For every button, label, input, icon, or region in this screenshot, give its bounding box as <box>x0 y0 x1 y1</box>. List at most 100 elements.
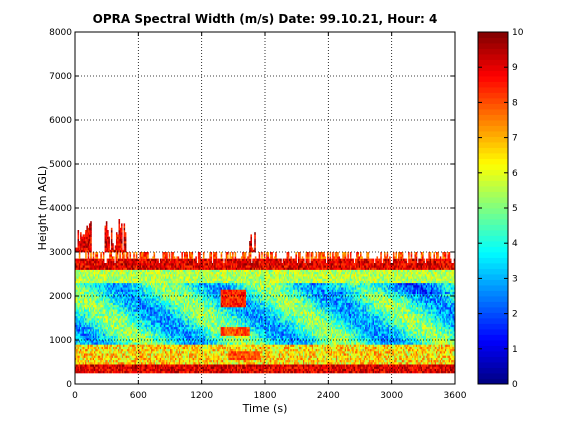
heatmap-cell <box>83 355 86 358</box>
heatmap-cell <box>95 318 97 321</box>
heatmap-cell <box>110 368 113 372</box>
heatmap-cell <box>81 346 83 350</box>
heatmap-cell <box>107 278 110 281</box>
heatmap-cell <box>181 256 183 259</box>
heatmap-cell <box>111 278 114 281</box>
heatmap-cell <box>92 351 95 354</box>
heatmap-cell <box>91 364 94 367</box>
heatmap-cell <box>133 252 135 255</box>
heatmap-cell <box>104 331 106 334</box>
heatmap-cell <box>102 265 105 268</box>
heatmap-cell <box>97 311 100 314</box>
heatmap-cell <box>115 348 118 352</box>
heatmap-cell <box>75 311 77 314</box>
heatmap-cell <box>86 344 88 347</box>
heatmap-cell <box>106 271 109 275</box>
heatmap-cell <box>80 333 82 336</box>
heatmap-cell <box>110 254 113 257</box>
heatmap-cell <box>87 263 90 266</box>
heatmap-cell <box>82 344 85 347</box>
heatmap-cell <box>109 287 111 290</box>
heatmap-cell <box>92 342 95 345</box>
heatmap-cell <box>95 342 97 345</box>
heatmap-cell <box>168 254 171 257</box>
heatmap-cell <box>75 296 77 299</box>
heatmap-cell <box>102 276 105 279</box>
heatmap-cell <box>107 344 110 347</box>
heatmap-cell <box>110 285 113 288</box>
heatmap-cell <box>86 289 88 292</box>
heatmap-cell <box>85 311 87 314</box>
heatmap-cell <box>113 346 115 350</box>
heatmap-cell <box>99 274 101 277</box>
heatmap-cell <box>104 326 106 330</box>
heatmap-cell <box>99 329 101 332</box>
heatmap-cell <box>107 355 110 358</box>
heatmap-cell <box>97 342 100 345</box>
heatmap-cell <box>101 304 104 308</box>
heatmap-cell <box>87 278 90 281</box>
heatmap-cell <box>113 278 115 281</box>
heatmap-cell <box>87 252 90 255</box>
heatmap-cell <box>91 322 94 325</box>
heatmap-cell <box>111 289 114 292</box>
heatmap-cell <box>116 322 119 325</box>
heatmap-cell <box>110 320 113 323</box>
heatmap-cell <box>105 291 107 295</box>
heatmap-cell <box>90 307 92 310</box>
heatmap-cell <box>76 357 78 361</box>
heatmap-cell <box>99 289 101 292</box>
heatmap-cell <box>88 368 91 372</box>
heatmap-cell <box>105 344 107 347</box>
heatmap-cell <box>96 355 99 358</box>
heatmap-cell <box>99 302 101 306</box>
heatmap-cell <box>76 370 78 374</box>
heatmap-cell <box>111 324 114 328</box>
heatmap-cell <box>115 285 118 288</box>
heatmap-cell <box>116 254 119 257</box>
heatmap-cell <box>101 307 104 310</box>
heatmap-cell <box>100 340 102 343</box>
heatmap-cell <box>85 351 87 354</box>
heatmap-cell <box>88 357 91 361</box>
heatmap-cell <box>81 340 83 343</box>
heatmap-cell <box>97 353 100 356</box>
heatmap-cell <box>83 307 86 310</box>
heatmap-cell <box>100 278 102 281</box>
heatmap-cell <box>96 359 99 363</box>
heatmap-cell <box>94 342 96 345</box>
heatmap-cell <box>91 265 94 268</box>
heatmap-cell <box>90 265 92 268</box>
heatmap-cell <box>105 302 107 306</box>
heatmap-cell <box>111 267 114 270</box>
heatmap-cell <box>77 337 80 341</box>
heatmap-cell <box>91 359 94 363</box>
heatmap-cell <box>86 309 88 312</box>
heatmap-cell <box>104 315 106 319</box>
heatmap-cell <box>88 258 91 262</box>
heatmap-cell <box>86 274 88 277</box>
heatmap-cell <box>104 291 106 295</box>
heatmap-cell <box>97 307 100 310</box>
heatmap-cell <box>97 335 100 339</box>
heatmap-cell <box>114 346 116 350</box>
heatmap-cell <box>96 337 99 341</box>
heatmap-cell <box>85 318 87 321</box>
heatmap-cell <box>100 291 102 295</box>
heatmap-cell <box>88 320 91 323</box>
heatmap-cell <box>116 340 119 343</box>
heatmap-cell <box>83 278 86 281</box>
heatmap-cell <box>116 357 119 361</box>
heatmap-cell <box>109 267 111 270</box>
heatmap-cell <box>81 293 83 297</box>
heatmap-cell <box>78 333 81 336</box>
heatmap-cell <box>116 355 119 358</box>
heatmap-cell <box>106 320 109 323</box>
heatmap-cell <box>92 353 95 356</box>
heatmap-cell <box>109 271 111 275</box>
heatmap-cell <box>94 348 96 352</box>
heatmap-cell <box>86 348 88 352</box>
heatmap-cell <box>77 309 80 312</box>
heatmap-cell <box>96 370 99 374</box>
heatmap-cell <box>105 276 107 279</box>
